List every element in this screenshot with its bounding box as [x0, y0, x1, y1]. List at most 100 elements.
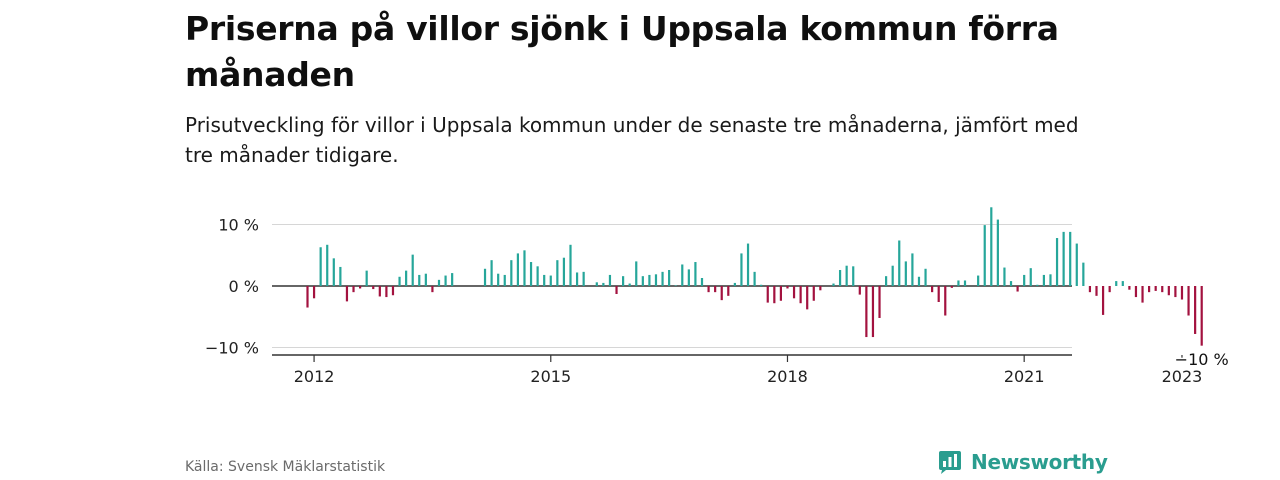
- bar: [1148, 286, 1151, 293]
- bar: [319, 247, 322, 286]
- bar: [950, 286, 953, 288]
- bar: [681, 264, 684, 286]
- x-tick-label: 2018: [767, 367, 808, 386]
- bar: [1029, 268, 1032, 286]
- bar: [1009, 281, 1013, 286]
- brand-logo: Newsworthy: [937, 449, 1108, 475]
- bar: [773, 286, 776, 304]
- bar: [431, 286, 434, 293]
- bar: [418, 274, 421, 286]
- bar: [1154, 286, 1157, 291]
- bar: [602, 282, 605, 286]
- bar: [641, 276, 644, 286]
- x-tick-label: 2012: [294, 367, 335, 386]
- bar: [1082, 262, 1085, 286]
- bar: [529, 262, 533, 286]
- bar: [792, 286, 796, 299]
- x-tick-label: 2015: [530, 367, 571, 386]
- bar: [812, 286, 815, 301]
- bar: [733, 282, 736, 286]
- bar: [1049, 274, 1052, 286]
- bar: [306, 286, 309, 308]
- bar: [536, 266, 539, 286]
- bar: [898, 240, 901, 286]
- bar: [1128, 286, 1131, 290]
- bar: [1062, 231, 1065, 286]
- bar: [497, 273, 500, 286]
- bar: [714, 286, 717, 293]
- x-tick-label: 2023: [1162, 367, 1203, 386]
- bar: [622, 276, 625, 286]
- bar: [1174, 286, 1177, 298]
- bar: [1187, 286, 1190, 316]
- bar: [779, 286, 782, 301]
- bar: [326, 244, 329, 286]
- bar: [1161, 286, 1164, 293]
- bar: [635, 261, 638, 286]
- bar: [766, 286, 769, 303]
- bar: [378, 286, 381, 297]
- bar: [1200, 286, 1203, 346]
- bar: [1023, 274, 1026, 286]
- bar: [1115, 281, 1118, 286]
- source-note: Källa: Svensk Mäklarstatistik: [185, 459, 386, 475]
- bar: [963, 280, 967, 287]
- bar: [424, 273, 427, 286]
- bar: [595, 282, 598, 286]
- bar: [838, 270, 842, 286]
- bar: [990, 207, 993, 286]
- bar: [405, 270, 408, 287]
- bar: [339, 266, 342, 287]
- bar: [753, 271, 756, 286]
- bar: [858, 286, 861, 295]
- bar: [372, 286, 375, 290]
- bar: [700, 278, 704, 286]
- bar: [1134, 286, 1138, 298]
- bar: [983, 225, 986, 286]
- bar: [740, 253, 743, 286]
- bar: [503, 274, 506, 286]
- bar: [911, 253, 914, 286]
- bar: [845, 265, 848, 286]
- bar: [483, 268, 487, 286]
- bar: [891, 265, 894, 286]
- bar: [437, 279, 441, 286]
- bar: [411, 254, 414, 286]
- y-tick-label: −10 %: [205, 339, 259, 358]
- bar: [582, 271, 585, 286]
- newsworthy-logo-icon: [939, 451, 961, 474]
- bar: [674, 285, 677, 287]
- bar: [1194, 286, 1197, 334]
- bar: [648, 274, 651, 286]
- bar: [1075, 243, 1078, 286]
- bar: [510, 260, 513, 286]
- bar: [799, 286, 802, 304]
- bar: [451, 273, 454, 286]
- bar: [654, 274, 658, 286]
- bar: [904, 261, 907, 286]
- bar: [996, 219, 999, 286]
- y-tick-label: 0 %: [229, 277, 259, 296]
- bar: [1036, 284, 1039, 286]
- bar: [1088, 286, 1092, 293]
- bar: [385, 286, 388, 298]
- bar: [819, 286, 822, 291]
- bar: [569, 244, 572, 286]
- bar: [490, 260, 493, 286]
- bar: [746, 243, 750, 286]
- bar: [312, 286, 316, 299]
- bar: [516, 253, 519, 286]
- bar: [575, 272, 579, 286]
- bar: [345, 286, 349, 302]
- chart-title: Priserna på villor sjönk i Uppsala kommu…: [185, 9, 1059, 94]
- bar: [628, 283, 631, 286]
- chart-subtitle: Prisutveckling för villor i Uppsala komm…: [185, 113, 1079, 167]
- bar: [1101, 286, 1105, 315]
- bar: [832, 283, 835, 286]
- x-tick-label: 2021: [1004, 367, 1045, 386]
- bars-layer: [306, 207, 1203, 346]
- bar: [1055, 238, 1059, 286]
- bar: [944, 286, 947, 316]
- bar: [937, 286, 940, 302]
- y-tick-label: 10 %: [218, 216, 259, 235]
